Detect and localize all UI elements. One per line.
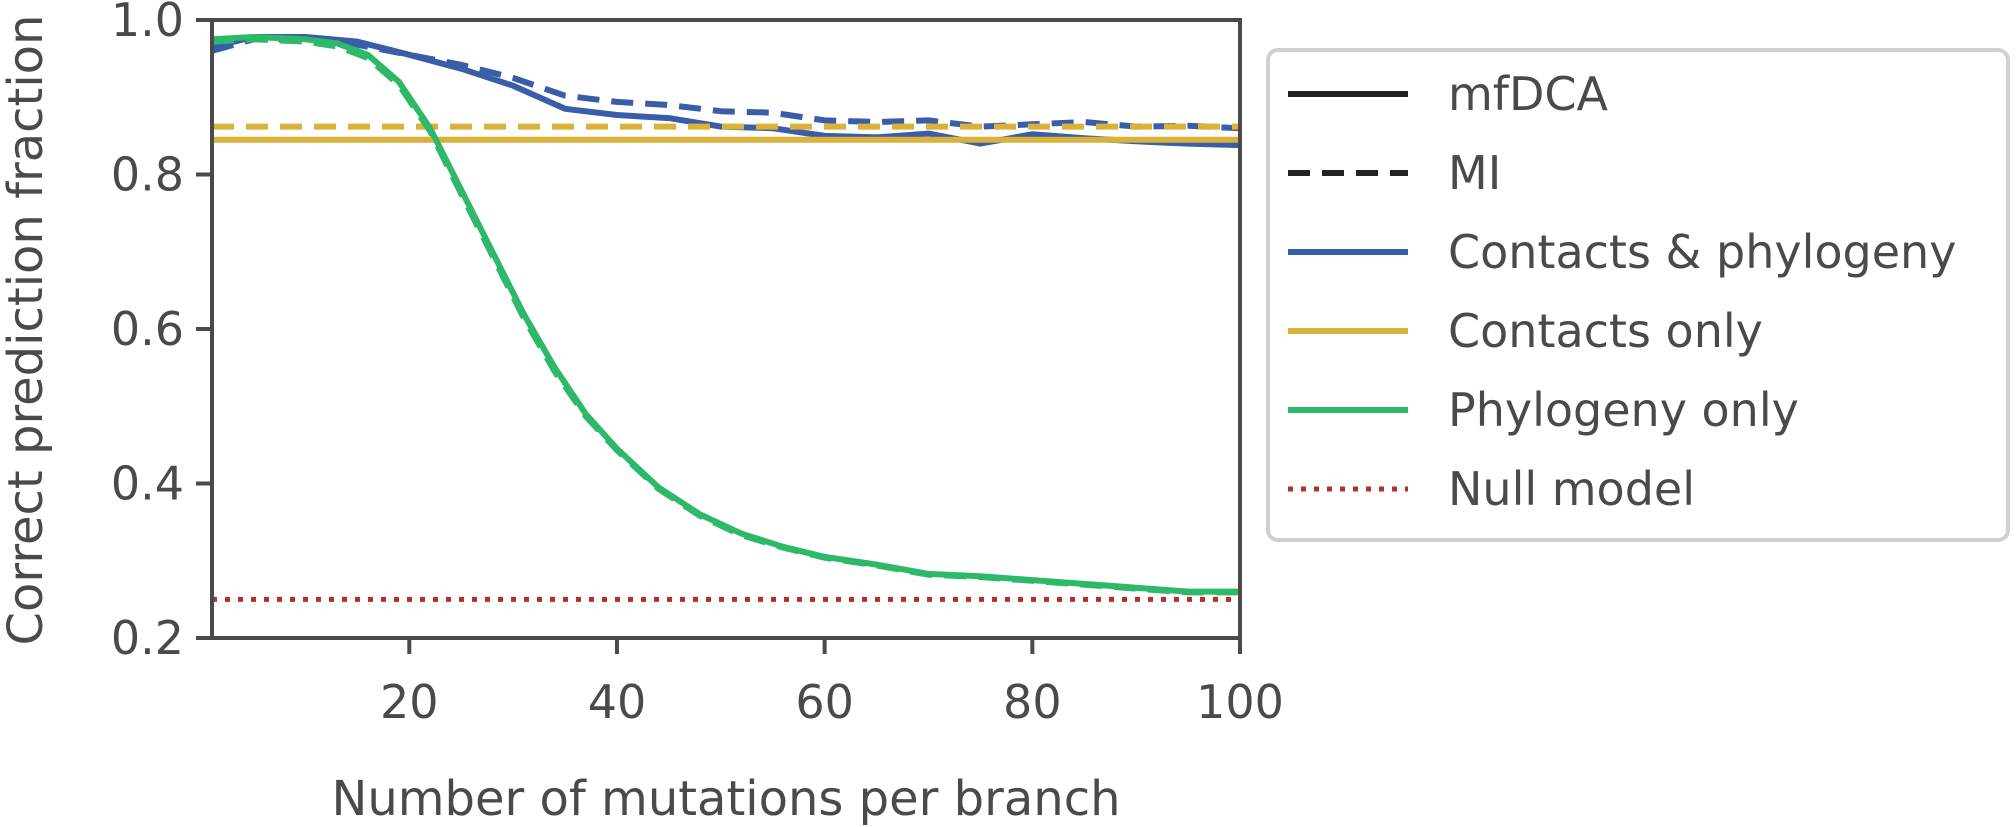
y-tick-label-4: 1.0 (111, 0, 184, 47)
axis-layer: 20 40 60 80 100 0.2 0.4 0.6 0.8 1.0 (111, 0, 1284, 729)
legend-label-3: Contacts only (1448, 304, 1763, 358)
series-line-4 (212, 34, 1240, 595)
y-axis-title: Correct prediction fraction (0, 15, 54, 646)
y-tick-label-3: 0.8 (111, 148, 184, 202)
legend: mfDCA MI Contacts & phylogeny Contacts only… (1266, 48, 2010, 542)
series-line-5 (212, 36, 1240, 596)
y-tick-label-1: 0.4 (111, 457, 184, 511)
y-tick-label-0: 0.2 (111, 611, 184, 665)
legend-label-4: Phylogeny only (1448, 383, 1799, 437)
legend-label-5: Null model (1448, 462, 1695, 516)
x-axis-title: Number of mutations per branch (331, 771, 1120, 827)
legend-label-1: MI (1448, 146, 1501, 200)
legend-label-2: Contacts & phylogeny (1448, 225, 1956, 279)
series-line-1 (212, 36, 1240, 132)
y-tick-label-2: 0.6 (111, 302, 184, 356)
x-tick-label-4: 100 (1196, 675, 1284, 729)
x-tick-label-2: 60 (795, 675, 854, 729)
x-tick-label-3: 80 (1003, 675, 1062, 729)
x-tick-label-0: 20 (380, 675, 439, 729)
series-layer (212, 34, 1240, 602)
legend-label-0: mfDCA (1448, 67, 1609, 121)
x-tick-label-1: 40 (588, 675, 647, 729)
legend-box (1266, 48, 2010, 542)
